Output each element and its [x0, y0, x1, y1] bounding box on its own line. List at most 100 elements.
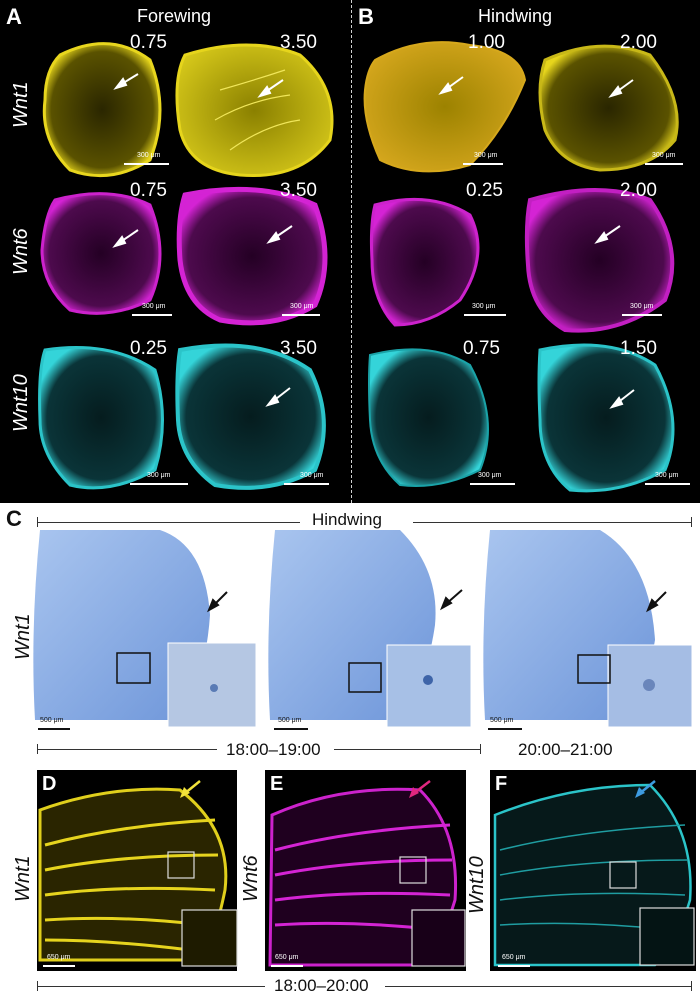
scale-bar — [622, 314, 662, 316]
time-a-r3-c1: 0.25 — [130, 338, 167, 359]
time-b-r1-c1: 1.00 — [468, 32, 505, 53]
panel-c-letter: C — [6, 506, 22, 531]
panel-f-letter: F — [495, 773, 508, 795]
wing-b-wnt1-late — [538, 44, 679, 172]
panel-d-gene: Wnt1 — [12, 855, 34, 902]
panel-d-letter: D — [42, 773, 57, 795]
range-line — [37, 986, 265, 987]
time-a-r3-c2: 3.50 — [280, 338, 317, 359]
time-a-r2-c2: 3.50 — [280, 180, 317, 201]
range-tick — [37, 981, 38, 991]
range-2-label: 20:00–21:00 — [518, 740, 613, 759]
panel-e-gene: Wnt6 — [240, 855, 262, 902]
time-b-r3-c1: 0.75 — [463, 338, 500, 359]
wing-d-wnt1 — [38, 787, 238, 967]
fluorescence-vein-images — [38, 780, 695, 967]
scale-bar — [124, 163, 169, 165]
range-line — [385, 986, 691, 987]
range-line — [413, 522, 691, 523]
wing-a-wnt1-late — [175, 43, 334, 178]
wing-b-wnt10-early — [368, 348, 489, 487]
wing-a-wnt6-late — [176, 186, 328, 326]
scale-bar — [463, 163, 503, 165]
range-tick — [480, 744, 481, 754]
range-tick — [691, 517, 692, 527]
wing-b-wnt10-late — [537, 343, 675, 493]
scale-label: 650 μm — [502, 954, 526, 961]
panel-f-gene: Wnt10 — [466, 856, 488, 914]
selection-box — [116, 652, 151, 684]
panel-a-title: Forewing — [137, 6, 212, 26]
time-b-r3-c2: 1.50 — [620, 338, 657, 359]
wing-e-wnt6 — [268, 787, 466, 967]
wing-a-wnt10-early — [38, 346, 164, 490]
time-a-r1-c2: 3.50 — [280, 32, 317, 53]
scale-bar — [274, 728, 308, 730]
selection-box — [577, 654, 611, 684]
scale-bar — [282, 314, 320, 316]
arrow-icons — [112, 73, 635, 409]
stained-wing-images — [33, 530, 693, 728]
range-tick — [37, 517, 38, 527]
scale-label: 300 μm — [630, 303, 654, 310]
panel-e-letter: E — [270, 773, 284, 795]
scale-label: 300 μm — [655, 472, 679, 479]
scale-label: 300 μm — [474, 152, 498, 159]
stained-wing-1 — [33, 530, 211, 720]
scale-bar — [470, 483, 515, 485]
scale-label: 300 μm — [290, 303, 314, 310]
panel-divider — [351, 0, 352, 503]
scale-bar — [645, 483, 690, 485]
selection-box — [348, 662, 382, 693]
scale-bar — [132, 314, 172, 316]
panel-a-letter: A — [6, 4, 22, 29]
time-b-r1-c2: 2.00 — [620, 32, 657, 53]
scale-label: 300 μm — [137, 152, 161, 159]
wing-a-wnt10-late — [175, 343, 326, 490]
scale-bar — [488, 728, 522, 730]
scale-bar — [271, 965, 303, 967]
scale-label: 300 μm — [652, 152, 676, 159]
scale-bar — [498, 965, 530, 967]
scale-bar — [284, 483, 329, 485]
panel-c-title: Hindwing — [312, 510, 382, 529]
range-line — [37, 522, 300, 523]
scale-label: 500 μm — [278, 717, 302, 724]
scale-label: 300 μm — [147, 472, 171, 479]
wing-f-wnt10 — [493, 783, 695, 967]
scale-label: 500 μm — [40, 717, 64, 724]
scale-label: 300 μm — [300, 472, 324, 479]
time-a-r2-c1: 0.75 — [130, 180, 167, 201]
range-line — [37, 749, 217, 750]
scale-bar — [464, 314, 506, 316]
wing-a-wnt6-early — [40, 192, 162, 315]
scale-bar — [645, 163, 683, 165]
range-tick — [37, 744, 38, 754]
panel-b-letter: B — [358, 4, 374, 29]
time-b-r2-c1: 0.25 — [466, 180, 503, 201]
range-line — [334, 749, 480, 750]
scale-bar — [43, 965, 75, 967]
time-b-r2-c2: 2.00 — [620, 180, 657, 201]
wing-b-wnt6-late — [524, 188, 675, 333]
scale-label: 500 μm — [490, 717, 514, 724]
scale-bar — [38, 728, 70, 730]
range-tick — [691, 981, 692, 991]
panel-b-title: Hindwing — [478, 6, 553, 26]
scale-label: 650 μm — [275, 954, 299, 961]
inset-zoom — [386, 644, 472, 728]
scale-label: 300 μm — [478, 472, 502, 479]
wing-b-wnt6-early — [369, 197, 480, 327]
scale-bar — [130, 483, 188, 485]
range-1-label: 18:00–19:00 — [226, 740, 321, 759]
time-a-r1-c1: 0.75 — [130, 32, 167, 53]
fluorescence-wing-images — [38, 41, 679, 493]
arrow-icons — [180, 780, 656, 798]
wing-a-wnt1-early — [42, 42, 162, 178]
scale-label: 300 μm — [142, 303, 166, 310]
scale-label: 300 μm — [472, 303, 496, 310]
scale-label: 650 μm — [47, 954, 71, 961]
bottom-range-label: 18:00–20:00 — [274, 976, 369, 995]
arrow-icons — [207, 589, 667, 613]
wing-b-wnt1-early — [363, 41, 527, 173]
